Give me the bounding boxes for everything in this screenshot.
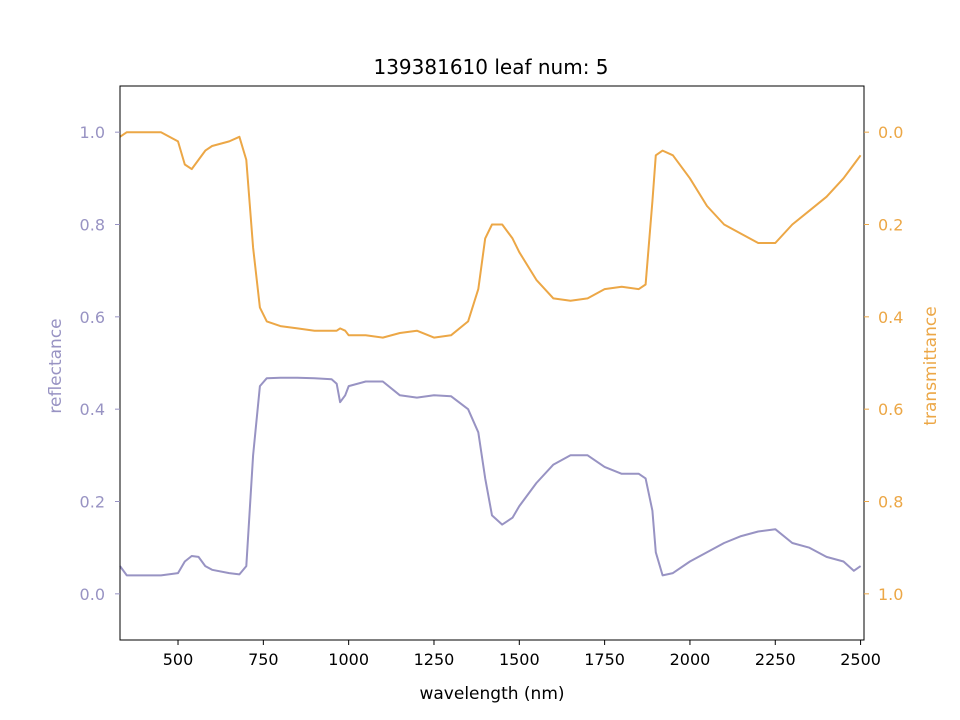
right-tick-label: 0.8 [878, 493, 903, 512]
right-tick-label: 0.2 [878, 216, 903, 235]
left-tick-label: 0.6 [80, 308, 105, 327]
left-tick-label: 0.0 [80, 585, 105, 604]
plot-frame [119, 85, 865, 641]
left-tick-label: 0.2 [80, 493, 105, 512]
left-tick-label: 0.4 [80, 400, 105, 419]
x-axis-title: wavelength (nm) [419, 684, 564, 704]
x-tick-label: 2250 [755, 650, 796, 669]
left-tick-label: 1.0 [80, 123, 105, 142]
left-axis-title: reflectance [46, 318, 66, 413]
series-layer [119, 131, 862, 577]
left-y-axis: 0.0 0.2 0.4 0.6 0.8 1.0 [80, 123, 120, 604]
x-tick-label: 1750 [584, 650, 625, 669]
chart-title: 139381610 leaf num: 5 [373, 55, 608, 79]
x-tick-label: 1500 [499, 650, 540, 669]
right-tick-label: 1.0 [878, 585, 903, 604]
x-tick-label: 500 [163, 650, 194, 669]
x-tick-label: 2500 [840, 650, 881, 669]
reflectance-line [119, 376, 862, 577]
x-tick-label: 2000 [670, 650, 711, 669]
x-tick-label: 1250 [414, 650, 455, 669]
right-tick-label: 0.0 [878, 123, 903, 142]
x-axis: 500 750 1000 1250 1500 1750 2000 2250 2500 [163, 640, 881, 669]
x-tick-label: 750 [248, 650, 279, 669]
right-axis-title: transmittance [921, 306, 941, 425]
transmittance-line [119, 131, 862, 339]
right-tick-label: 0.6 [878, 400, 903, 419]
right-tick-label: 0.4 [878, 308, 903, 327]
right-y-axis: 0.0 0.2 0.4 0.6 0.8 1.0 [864, 123, 903, 604]
x-tick-label: 1000 [328, 650, 369, 669]
left-tick-label: 0.8 [80, 216, 105, 235]
